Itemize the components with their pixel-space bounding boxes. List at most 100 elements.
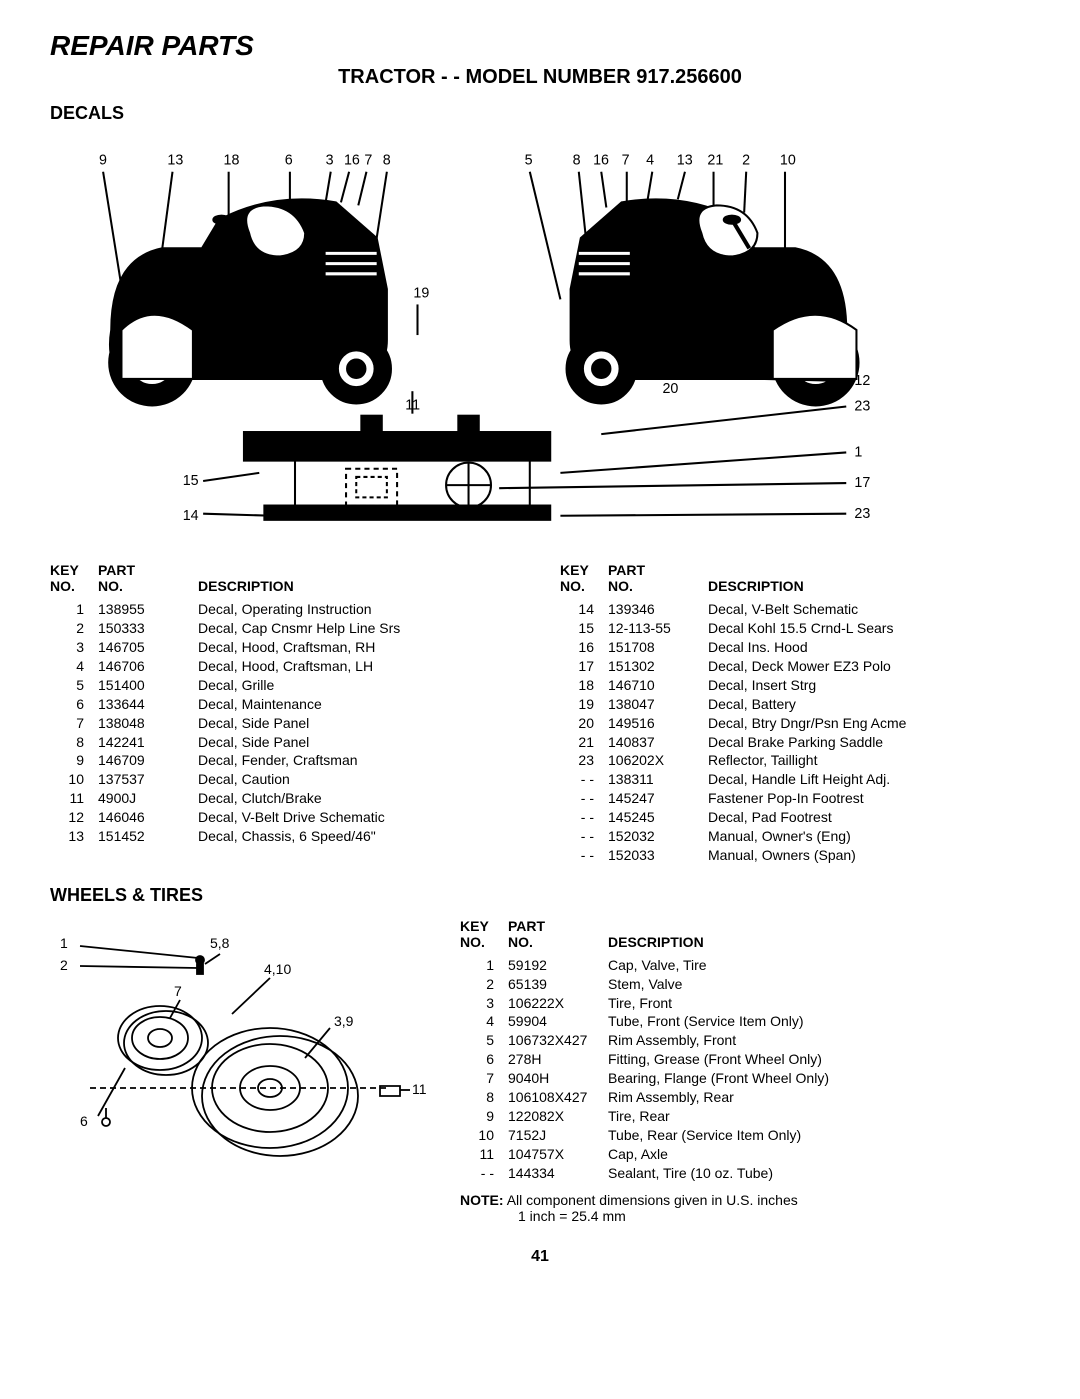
cell-key: 18 [560, 676, 608, 695]
svg-text:11: 11 [405, 398, 420, 414]
table-row: 6133644Decal, Maintenance [50, 695, 520, 714]
page-number: 41 [50, 1248, 1030, 1266]
cell-part: 151708 [608, 638, 708, 657]
cell-desc: Decal, Btry Dngr/Psn Eng Acme [708, 714, 1030, 733]
cell-part: 138311 [608, 770, 708, 789]
cell-part: 151400 [98, 676, 198, 695]
cell-key: 11 [460, 1145, 508, 1164]
cell-desc: Decal, Maintenance [198, 695, 520, 714]
svg-text:12: 12 [854, 373, 870, 389]
cell-key: 17 [560, 657, 608, 676]
svg-text:7: 7 [174, 983, 182, 999]
cell-key: 19 [560, 695, 608, 714]
svg-text:6: 6 [80, 1113, 88, 1129]
cell-part: 138048 [98, 714, 198, 733]
col-desc-header: DESCRIPTION [608, 918, 1030, 950]
svg-text:1: 1 [60, 935, 68, 951]
cell-key: 3 [50, 638, 98, 657]
table-row: 1138955Decal, Operating Instruction [50, 600, 520, 619]
cell-key: 8 [460, 1088, 508, 1107]
cell-desc: Reflector, Taillight [708, 751, 1030, 770]
cell-key: 4 [50, 657, 98, 676]
cell-part: 151302 [608, 657, 708, 676]
cell-key: - - [560, 808, 608, 827]
cell-key: 13 [50, 827, 98, 846]
table-row: - -144334Sealant, Tire (10 oz. Tube) [460, 1164, 1030, 1183]
cell-key: 11 [50, 789, 98, 808]
table-row: 18146710Decal, Insert Strg [560, 676, 1030, 695]
decals-table-left: KEYNO. PARTNO. DESCRIPTION 1138955Decal,… [50, 562, 520, 864]
table-row: 159192Cap, Valve, Tire [460, 956, 1030, 975]
section-wheels-title: WHEELS & TIRES [50, 885, 1030, 906]
cell-desc: Decal, Grille [198, 676, 520, 695]
table-row: 9146709Decal, Fender, Craftsman [50, 751, 520, 770]
cell-part: 139346 [608, 600, 708, 619]
table-row: 14139346Decal, V-Belt Schematic [560, 600, 1030, 619]
cell-part: 59904 [508, 1012, 608, 1031]
cell-part: 278H [508, 1050, 608, 1069]
decals-tables: KEYNO. PARTNO. DESCRIPTION 1138955Decal,… [50, 562, 1030, 864]
cell-key: 5 [50, 676, 98, 695]
table-row: 23106202XReflector, Taillight [560, 751, 1030, 770]
cell-desc: Decal, Side Panel [198, 733, 520, 752]
cell-part: 146709 [98, 751, 198, 770]
cell-part: 9040H [508, 1069, 608, 1088]
cell-desc: Decal, Chassis, 6 Speed/46" [198, 827, 520, 846]
cell-key: 9 [50, 751, 98, 770]
cell-desc: Manual, Owners (Span) [708, 846, 1030, 865]
cell-key: 2 [50, 619, 98, 638]
svg-text:10: 10 [780, 153, 796, 169]
cell-part: 150333 [98, 619, 198, 638]
wheels-diagram: 1 2 5,8 4,10 7 3,9 6 11 [50, 918, 430, 1225]
table-row: 20149516Decal, Btry Dngr/Psn Eng Acme [560, 714, 1030, 733]
note-label: NOTE: [460, 1192, 504, 1208]
cell-desc: Tube, Front (Service Item Only) [608, 1012, 1030, 1031]
cell-part: 133644 [98, 695, 198, 714]
cell-key: 1 [50, 600, 98, 619]
cell-key: 16 [560, 638, 608, 657]
cell-desc: Bearing, Flange (Front Wheel Only) [608, 1069, 1030, 1088]
cell-desc: Decal, Deck Mower EZ3 Polo [708, 657, 1030, 676]
cell-desc: Decal Ins. Hood [708, 638, 1030, 657]
svg-text:2: 2 [60, 957, 68, 973]
col-desc-header: DESCRIPTION [708, 562, 1030, 594]
cell-desc: Decal Kohl 15.5 Crnd-L Sears [708, 619, 1030, 638]
cell-part: 106732X427 [508, 1031, 608, 1050]
table-row: 19138047Decal, Battery [560, 695, 1030, 714]
table-row: 8106108X427Rim Assembly, Rear [460, 1088, 1030, 1107]
section-decals-title: DECALS [50, 103, 1030, 124]
cell-desc: Tire, Rear [608, 1107, 1030, 1126]
note-line2: 1 inch = 25.4 mm [460, 1208, 626, 1224]
cell-desc: Sealant, Tire (10 oz. Tube) [608, 1164, 1030, 1183]
col-desc-header: DESCRIPTION [198, 562, 520, 594]
cell-key: 1 [460, 956, 508, 975]
cell-key: 20 [560, 714, 608, 733]
cell-desc: Decal, Battery [708, 695, 1030, 714]
col-key-header: KEYNO. [460, 918, 508, 950]
svg-text:19: 19 [413, 285, 429, 301]
cell-key: 5 [460, 1031, 508, 1050]
svg-text:13: 13 [677, 153, 693, 169]
cell-key: 10 [50, 770, 98, 789]
table-row: 265139Stem, Valve [460, 975, 1030, 994]
cell-part: 149516 [608, 714, 708, 733]
cell-part: 146705 [98, 638, 198, 657]
cell-key: 23 [560, 751, 608, 770]
table-row: 114900JDecal, Clutch/Brake [50, 789, 520, 808]
cell-part: 152033 [608, 846, 708, 865]
table-row: 10137537Decal, Caution [50, 770, 520, 789]
table-row: 13151452Decal, Chassis, 6 Speed/46" [50, 827, 520, 846]
cell-part: 145247 [608, 789, 708, 808]
svg-text:5,8: 5,8 [210, 935, 230, 951]
table-row: 12146046Decal, V-Belt Drive Schematic [50, 808, 520, 827]
svg-text:3,9: 3,9 [334, 1013, 354, 1029]
cell-part: 104757X [508, 1145, 608, 1164]
table-row: - -145245Decal, Pad Footrest [560, 808, 1030, 827]
table-row: 17151302Decal, Deck Mower EZ3 Polo [560, 657, 1030, 676]
table-row: - -145247Fastener Pop-In Footrest [560, 789, 1030, 808]
cell-key: 7 [460, 1069, 508, 1088]
svg-text:9: 9 [99, 153, 107, 169]
col-key-header: KEYNO. [50, 562, 98, 594]
cell-desc: Tire, Front [608, 994, 1030, 1013]
note: NOTE: All component dimensions given in … [460, 1192, 1030, 1224]
